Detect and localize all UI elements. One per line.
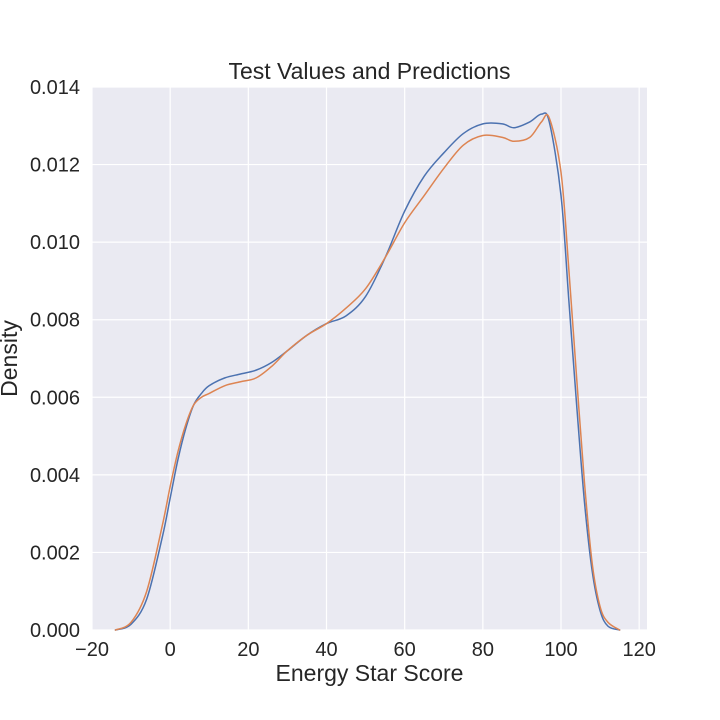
y-axis-label: Density <box>0 320 22 397</box>
y-tick-label: 0.012 <box>30 155 80 177</box>
series-line-2 <box>114 113 621 631</box>
x-axis-label: Energy Star Score <box>276 660 464 686</box>
y-gridlines <box>92 86 647 631</box>
x-gridlines <box>91 87 640 630</box>
y-tick-label: 0.000 <box>30 620 80 642</box>
x-tick-label: 80 <box>472 639 494 661</box>
y-tick-label: 0.004 <box>30 465 80 487</box>
x-tick-label: 20 <box>237 639 259 661</box>
x-tick-label: 120 <box>622 639 655 661</box>
plot-area <box>92 87 647 630</box>
y-tick-label: 0.014 <box>30 77 80 99</box>
x-tick-label: 100 <box>544 639 577 661</box>
x-tick-label: −20 <box>75 639 109 661</box>
x-tick-label: 40 <box>315 639 337 661</box>
chart-title: Test Values and Predictions <box>228 58 510 84</box>
y-tick-label: 0.008 <box>30 310 80 332</box>
y-tick-label: 0.002 <box>30 542 80 564</box>
series-layer <box>114 112 621 631</box>
y-tick-label: 0.006 <box>30 387 80 409</box>
x-tick-label: 60 <box>394 639 416 661</box>
y-tick-label: 0.010 <box>30 232 80 254</box>
y-tick-labels: 0.000 0.002 0.004 0.006 0.008 0.010 0.012 0.014 <box>30 77 80 642</box>
x-tick-labels: −20 0 20 40 60 80 100 120 <box>75 639 656 661</box>
x-tick-label: 0 <box>165 639 176 661</box>
